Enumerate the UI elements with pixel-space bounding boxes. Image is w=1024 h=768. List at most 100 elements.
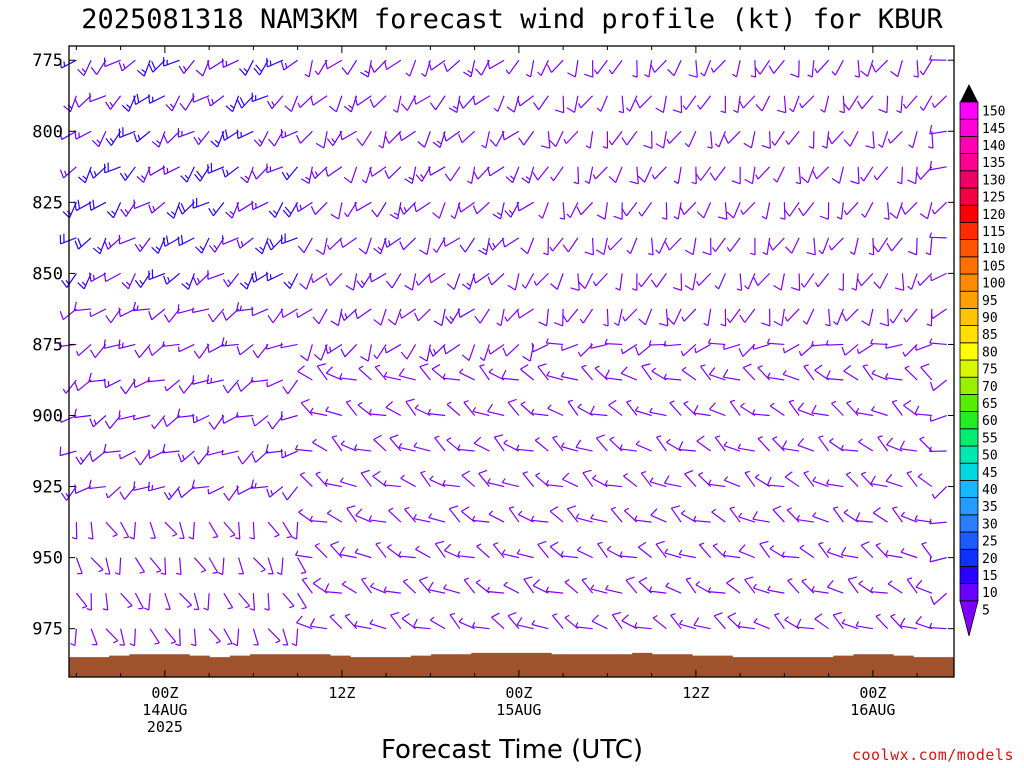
wind-barb bbox=[566, 505, 579, 523]
barb-feather bbox=[811, 404, 817, 414]
wind-barb bbox=[360, 60, 372, 78]
barb-feather bbox=[344, 313, 348, 319]
barb-feather bbox=[283, 281, 291, 289]
barb-feather bbox=[458, 368, 464, 373]
barb-staff bbox=[463, 579, 476, 594]
barb-feather bbox=[496, 322, 502, 327]
barb-staff bbox=[310, 519, 328, 523]
barb-feather bbox=[178, 385, 185, 394]
barb-feather bbox=[230, 534, 236, 538]
colorbar-label: 105 bbox=[982, 259, 1005, 274]
barb-staff bbox=[428, 589, 446, 594]
barb-feather bbox=[737, 621, 741, 627]
barb-feather bbox=[236, 485, 239, 495]
barb-staff bbox=[376, 344, 387, 360]
barb-staff bbox=[904, 201, 918, 215]
barb-staff bbox=[428, 517, 446, 523]
barb-staff bbox=[824, 95, 830, 113]
barb-feather bbox=[311, 277, 314, 283]
wind-barb bbox=[383, 480, 401, 488]
barb-feather bbox=[433, 348, 437, 354]
barb-staff bbox=[88, 485, 106, 490]
barb-staff bbox=[403, 201, 417, 215]
wind-barb bbox=[492, 202, 505, 220]
wind-barb bbox=[428, 344, 446, 357]
colorbar-label: 140 bbox=[982, 139, 1005, 154]
barb-staff bbox=[77, 237, 92, 250]
barb-feather bbox=[473, 170, 479, 180]
barb-staff bbox=[577, 166, 580, 184]
colorbar-swatch bbox=[959, 514, 979, 533]
wind-barb bbox=[281, 233, 298, 245]
wind-barb bbox=[709, 402, 726, 417]
barb-staff bbox=[386, 237, 402, 248]
barb-feather bbox=[562, 472, 570, 480]
barb-feather bbox=[287, 281, 293, 286]
wind-barb bbox=[429, 475, 446, 488]
wind-barb bbox=[266, 379, 284, 388]
barb-staff bbox=[453, 273, 461, 290]
barb-feather bbox=[899, 617, 906, 627]
wind-barb bbox=[488, 510, 505, 523]
barb-feather bbox=[203, 607, 209, 611]
barb-feather bbox=[373, 354, 378, 360]
barb-staff bbox=[360, 472, 372, 487]
barb-feather bbox=[709, 402, 716, 410]
wind-barb bbox=[405, 60, 417, 77]
barb-feather bbox=[225, 105, 234, 113]
wind-barb bbox=[162, 165, 180, 175]
barb-staff bbox=[487, 411, 505, 417]
wind-barb bbox=[860, 541, 874, 559]
barb-feather bbox=[492, 213, 501, 220]
barb-feather bbox=[673, 180, 679, 185]
wind-barb bbox=[151, 131, 166, 148]
y-tick-label: 900 bbox=[32, 407, 63, 427]
barb-feather bbox=[399, 241, 405, 250]
wind-barb bbox=[855, 407, 873, 417]
barb-feather bbox=[814, 282, 819, 288]
barb-feather bbox=[696, 435, 705, 442]
wind-barb bbox=[902, 95, 918, 109]
barb-staff bbox=[541, 202, 549, 219]
barb-staff bbox=[718, 273, 726, 290]
barb-staff bbox=[77, 343, 92, 357]
barb-feather bbox=[594, 365, 600, 369]
wind-barb bbox=[236, 237, 254, 249]
barb-staff bbox=[826, 343, 844, 346]
barb-staff bbox=[900, 95, 903, 113]
barb-staff bbox=[773, 59, 785, 74]
barb-feather bbox=[341, 580, 347, 585]
wind-barb bbox=[634, 622, 652, 630]
barb-staff bbox=[164, 557, 167, 575]
wind-barb bbox=[503, 439, 520, 452]
wind-barb bbox=[373, 434, 387, 452]
wind-barb bbox=[560, 551, 578, 559]
barb-feather bbox=[181, 283, 189, 290]
barb-feather bbox=[400, 474, 405, 479]
wind-barb bbox=[626, 399, 638, 416]
barb-staff bbox=[872, 131, 875, 149]
barb-staff bbox=[374, 366, 387, 381]
wind-barb bbox=[471, 621, 490, 630]
wind-barb bbox=[561, 343, 579, 352]
wind-barb bbox=[294, 444, 313, 452]
barb-feather bbox=[244, 281, 249, 287]
barb-staff bbox=[519, 95, 534, 107]
wind-barb bbox=[339, 130, 357, 141]
barb-feather bbox=[132, 301, 137, 311]
barb-feather bbox=[384, 60, 388, 70]
wind-barb bbox=[549, 237, 564, 252]
barb-feather bbox=[540, 145, 550, 149]
wind-barb bbox=[604, 338, 623, 346]
barb-feather bbox=[314, 542, 320, 547]
barb-staff bbox=[709, 374, 726, 381]
barb-staff bbox=[803, 365, 815, 381]
barb-feather bbox=[457, 203, 462, 213]
wind-barb bbox=[673, 202, 682, 220]
colorbar-swatch bbox=[959, 204, 979, 223]
barb-staff bbox=[668, 130, 682, 144]
wind-barb bbox=[831, 166, 844, 184]
barb-feather bbox=[134, 279, 142, 288]
barb-staff bbox=[136, 130, 151, 143]
barb-staff bbox=[637, 546, 652, 559]
